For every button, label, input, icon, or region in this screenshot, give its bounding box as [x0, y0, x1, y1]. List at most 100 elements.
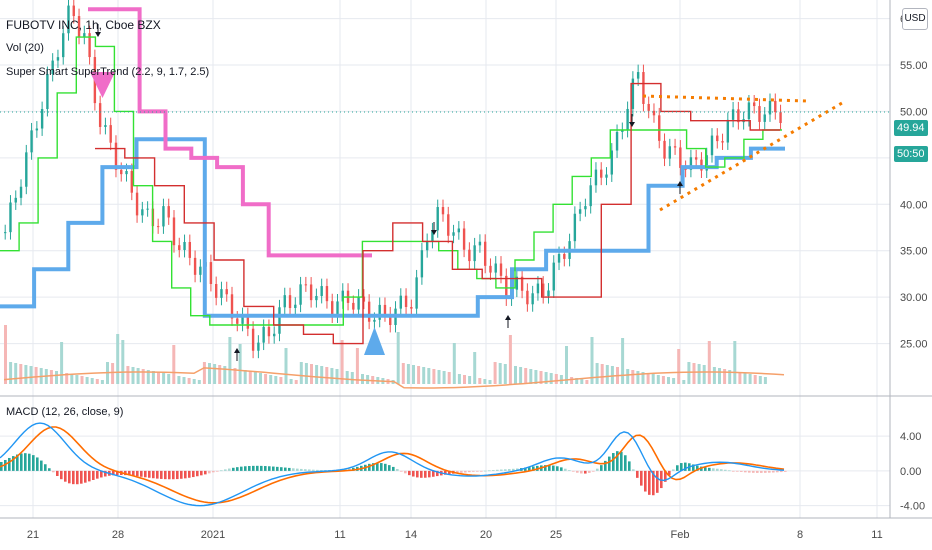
indicator-label: Super Smart SuperTrend (2.2, 9, 1.7, 2.5…	[6, 66, 210, 78]
volume-bar	[243, 370, 247, 384]
macd-histogram-bar	[696, 465, 699, 471]
macd-histogram-bar	[624, 455, 627, 471]
candle-body	[520, 276, 524, 291]
candle-body	[241, 315, 244, 324]
volume-bar	[157, 372, 160, 384]
candle-body	[621, 129, 624, 132]
macd-histogram-bar	[640, 470, 643, 486]
candle-body	[663, 140, 666, 159]
volume-bar	[514, 366, 517, 384]
macd-histogram-bar	[224, 469, 227, 471]
candle-body	[642, 72, 645, 104]
price-tick-label: 35.00	[900, 246, 928, 258]
candle-body	[114, 142, 118, 170]
candle-body	[373, 319, 376, 322]
macd-histogram-bar	[64, 470, 67, 482]
macd-histogram-bar	[676, 465, 679, 471]
volume-bar	[55, 371, 58, 384]
macd-histogram-bar	[208, 470, 211, 474]
signal-arrow-head	[431, 230, 437, 235]
macd-histogram-bar	[600, 465, 603, 471]
volume-bar	[187, 378, 191, 384]
candle-body	[420, 250, 424, 278]
macd-histogram-bar	[36, 457, 39, 471]
macd-histogram-bar	[12, 456, 15, 471]
macd-histogram-bar	[608, 456, 611, 471]
macd-histogram-bar	[776, 470, 779, 473]
candle-body	[552, 262, 555, 291]
candle-body	[547, 290, 550, 297]
macd-signal-line	[0, 426, 785, 504]
currency-button[interactable]: USD	[902, 8, 928, 30]
candle-body	[652, 110, 656, 116]
volume-bar	[468, 376, 472, 384]
volume-bar	[19, 364, 23, 384]
candle-body	[694, 157, 698, 160]
macd-histogram-bar	[632, 469, 635, 471]
candle-body	[304, 284, 308, 286]
macd-histogram-bar	[764, 470, 767, 473]
candle-body	[362, 296, 366, 302]
candle-body	[315, 295, 318, 301]
macd-histogram-bar	[416, 470, 419, 478]
macd-histogram-bar	[552, 465, 555, 471]
candle-body	[352, 302, 355, 310]
candle-body	[109, 125, 112, 143]
volume-bar	[738, 372, 742, 384]
volume-bar	[473, 352, 477, 384]
macd-histogram-bar	[200, 470, 203, 476]
volume-bar	[758, 376, 762, 384]
volume-bar	[350, 372, 354, 384]
candle-body	[4, 232, 7, 234]
macd-histogram-bar	[268, 466, 271, 471]
volume-bar	[503, 364, 507, 384]
volume-bar	[182, 377, 186, 384]
candle-body	[25, 152, 28, 187]
candle-body	[172, 217, 176, 246]
volume-bar	[401, 363, 405, 384]
candle-body	[77, 16, 81, 37]
macd-histogram-bar	[316, 469, 319, 471]
volume-bar	[116, 334, 120, 384]
candle-body	[462, 228, 466, 250]
volume-bar	[151, 371, 155, 384]
candle-body	[468, 249, 471, 262]
macd-histogram-bar	[84, 470, 87, 483]
candle-body	[146, 208, 149, 210]
macd-histogram-bar	[304, 469, 307, 471]
macd-histogram-bar	[604, 460, 607, 471]
volume-bar	[223, 366, 227, 384]
macd-histogram-bar	[276, 466, 279, 471]
volume-bar	[335, 369, 339, 384]
macd-histogram-bar	[620, 451, 623, 471]
macd-histogram-bar	[96, 470, 99, 479]
macd-histogram-bar	[752, 470, 755, 473]
candle-body	[120, 169, 123, 175]
macd-histogram-bar	[128, 470, 131, 476]
volume-bar	[677, 349, 681, 384]
candle-body	[88, 33, 91, 58]
volume-bar	[208, 363, 211, 384]
macd-tick-label: 4.00	[900, 431, 921, 443]
candle-body	[288, 295, 292, 308]
macd-histogram-bar	[192, 470, 195, 478]
macd-histogram-bar	[132, 470, 135, 476]
candle-body	[399, 295, 402, 309]
macd-histogram-bar	[644, 470, 647, 492]
candle-body	[526, 290, 529, 305]
macd-histogram-bar	[580, 470, 583, 474]
volume-bar	[565, 346, 568, 384]
macd-histogram-bar	[768, 470, 771, 473]
macd-histogram-bar	[760, 470, 763, 473]
volume-bar	[447, 372, 451, 384]
volume-bar	[289, 379, 293, 384]
volume-bar	[213, 364, 217, 384]
candle-body	[193, 257, 197, 275]
volume-bar	[554, 374, 558, 384]
volume-bar	[192, 379, 196, 384]
volume-bar	[718, 368, 721, 384]
volume-bar	[723, 369, 727, 384]
volume-bar	[600, 364, 604, 384]
volume-bar	[753, 375, 757, 384]
volume-bar	[422, 367, 426, 384]
